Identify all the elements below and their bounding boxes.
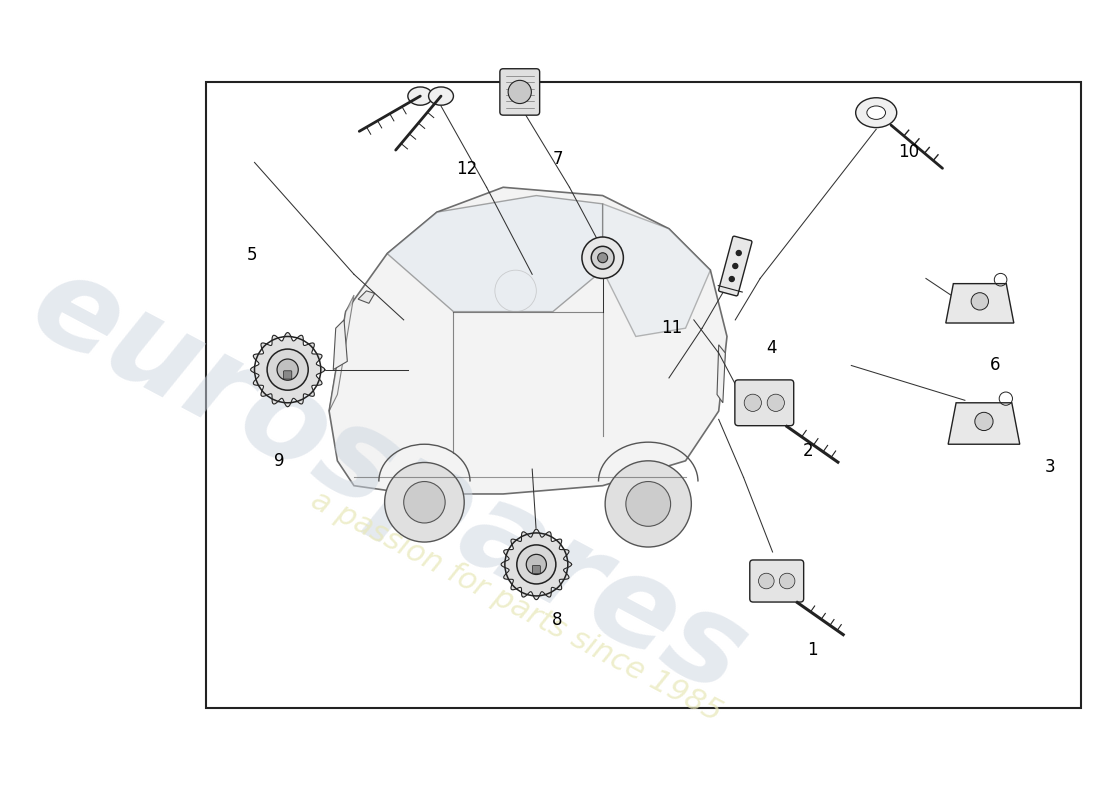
- Ellipse shape: [408, 87, 432, 106]
- Polygon shape: [603, 204, 711, 337]
- Text: eurospares: eurospares: [11, 242, 766, 720]
- Circle shape: [605, 461, 691, 547]
- Polygon shape: [333, 320, 348, 370]
- Circle shape: [975, 412, 993, 430]
- Text: 6: 6: [990, 356, 1000, 374]
- Circle shape: [404, 482, 446, 523]
- FancyBboxPatch shape: [284, 370, 292, 379]
- Circle shape: [592, 246, 614, 269]
- Ellipse shape: [856, 98, 896, 127]
- FancyBboxPatch shape: [718, 236, 752, 296]
- Circle shape: [971, 293, 989, 310]
- Text: 10: 10: [898, 143, 920, 162]
- Ellipse shape: [867, 106, 886, 119]
- Polygon shape: [251, 333, 324, 406]
- Circle shape: [517, 545, 556, 584]
- Text: 7: 7: [552, 150, 563, 168]
- Text: 1: 1: [807, 641, 818, 659]
- Polygon shape: [387, 195, 603, 312]
- Text: 4: 4: [767, 339, 777, 357]
- Polygon shape: [946, 284, 1014, 323]
- Text: 9: 9: [274, 452, 285, 470]
- Circle shape: [745, 394, 761, 411]
- Polygon shape: [329, 295, 354, 411]
- Polygon shape: [359, 291, 375, 303]
- Text: 3: 3: [1045, 458, 1055, 477]
- Circle shape: [385, 462, 464, 542]
- Circle shape: [733, 263, 738, 269]
- Circle shape: [277, 359, 298, 380]
- Text: 8: 8: [552, 611, 563, 629]
- Text: 2: 2: [803, 442, 814, 460]
- Polygon shape: [717, 345, 725, 402]
- FancyBboxPatch shape: [532, 566, 540, 574]
- Ellipse shape: [429, 87, 453, 106]
- FancyBboxPatch shape: [750, 560, 804, 602]
- Circle shape: [582, 237, 624, 278]
- Circle shape: [779, 574, 795, 589]
- Circle shape: [526, 554, 547, 574]
- Circle shape: [767, 394, 784, 411]
- Circle shape: [759, 574, 774, 589]
- FancyBboxPatch shape: [499, 69, 540, 115]
- Circle shape: [508, 80, 531, 103]
- Text: 5: 5: [246, 246, 257, 264]
- Circle shape: [267, 349, 308, 390]
- Circle shape: [736, 250, 741, 255]
- Circle shape: [597, 253, 607, 262]
- Circle shape: [729, 277, 735, 282]
- Polygon shape: [502, 529, 572, 600]
- Polygon shape: [329, 187, 727, 494]
- Circle shape: [626, 482, 671, 526]
- Polygon shape: [948, 402, 1020, 444]
- Text: 12: 12: [455, 160, 477, 178]
- Text: 11: 11: [661, 319, 682, 337]
- Text: a passion for parts since 1985: a passion for parts since 1985: [306, 486, 727, 728]
- FancyBboxPatch shape: [735, 380, 794, 426]
